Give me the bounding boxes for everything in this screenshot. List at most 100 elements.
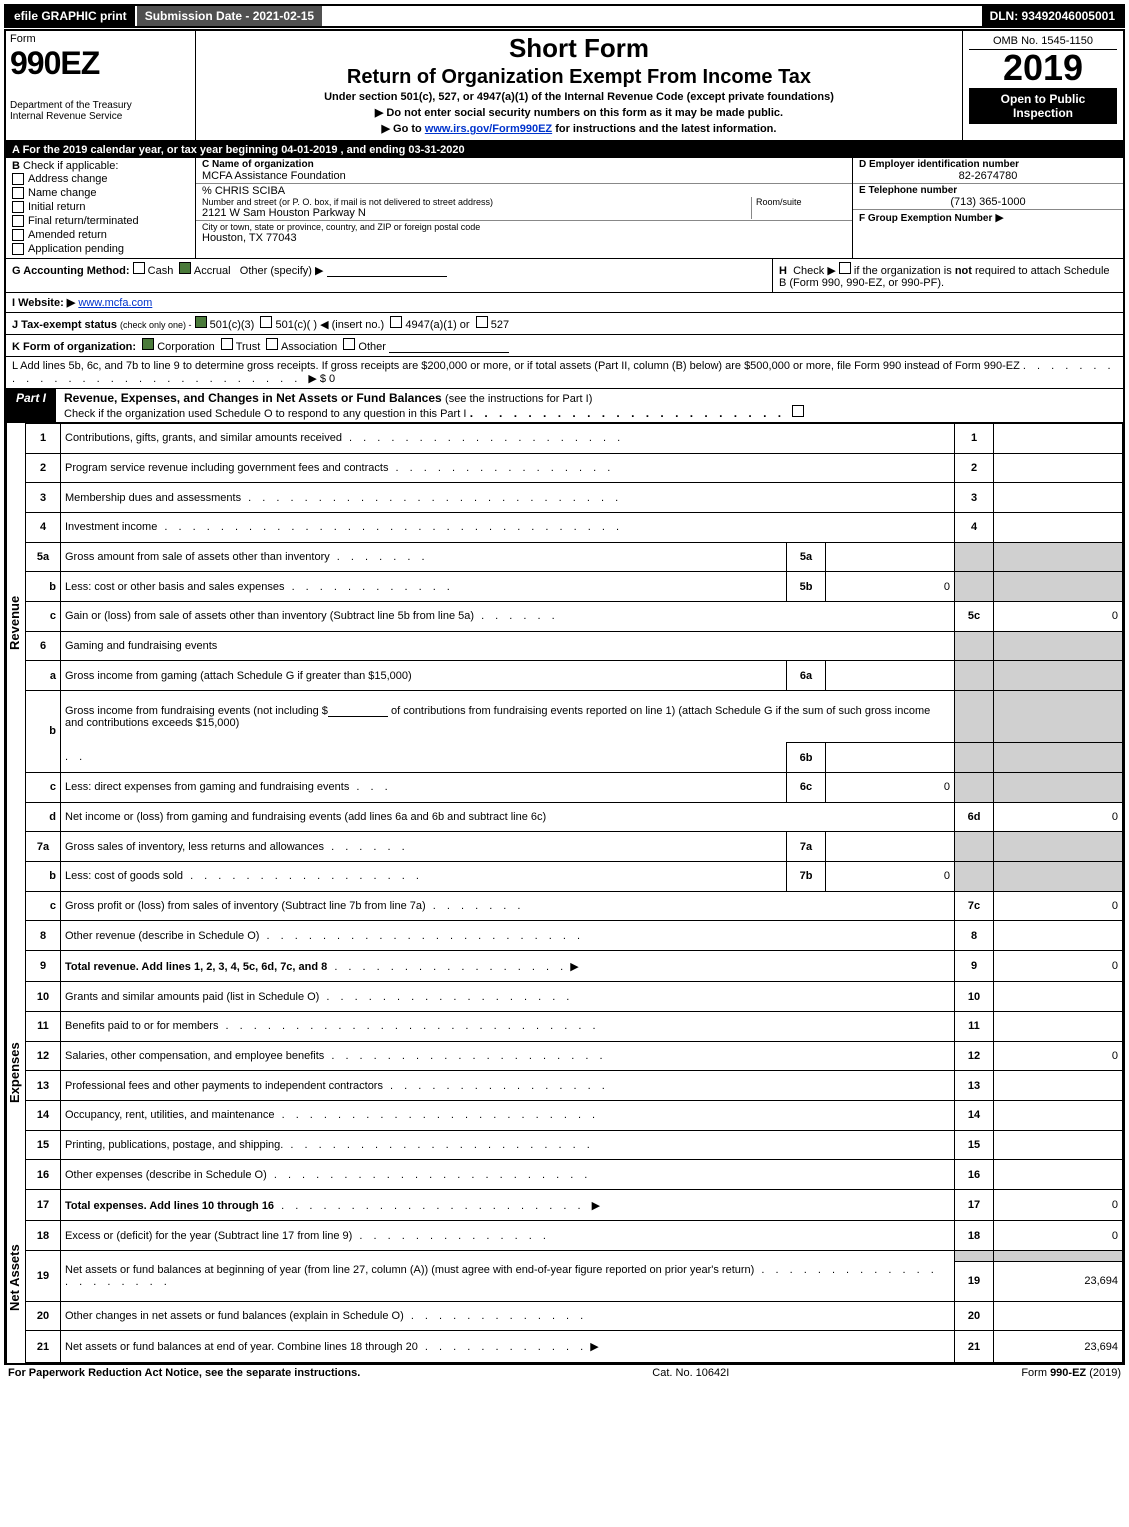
g-label: G Accounting Method: (12, 265, 130, 277)
line-num: 13 (26, 1071, 61, 1101)
line-amount: 0 (994, 1221, 1123, 1251)
no-ssn-line: Do not enter social security numbers on … (202, 106, 956, 119)
line-num: 9 (26, 950, 61, 981)
under-section: Under section 501(c), 527, or 4947(a)(1)… (202, 91, 956, 103)
line-desc: Benefits paid to or for members . . . . … (61, 1011, 955, 1041)
g-other: Other (specify) ▶ (240, 265, 324, 277)
l-amount: ▶ $ 0 (308, 373, 335, 385)
part-1-check-row: Check if the organization used Schedule … (64, 408, 466, 420)
line-box: 5c (955, 601, 994, 631)
line-box: 16 (955, 1160, 994, 1190)
check-name-change[interactable]: Name change (12, 186, 189, 200)
checkbox-checked-icon[interactable] (195, 316, 207, 328)
j-501c: 501(c)( ) ◀ (insert no.) (275, 319, 384, 331)
line-box: 6a (787, 661, 826, 691)
table-row: 17Total expenses. Add lines 10 through 1… (26, 1189, 1123, 1220)
line-box: 7b (787, 861, 826, 891)
tel-label: E Telephone number (859, 185, 1117, 196)
return-of-title: Return of Organization Exempt From Incom… (202, 66, 956, 89)
form-number: 990EZ (10, 45, 191, 82)
part-1-title: Revenue, Expenses, and Changes in Net As… (56, 389, 1123, 422)
line-desc: Less: cost or other basis and sales expe… (61, 572, 787, 602)
checkbox-checked-icon[interactable] (179, 262, 191, 274)
line-num: 7a (26, 832, 61, 862)
shaded-cell (994, 861, 1123, 891)
top-bar: efile GRAPHIC print Submission Date - 20… (4, 4, 1125, 28)
line-desc: Other revenue (describe in Schedule O) .… (61, 921, 955, 951)
line-box: 21 (955, 1331, 994, 1363)
line-num: 1 (26, 424, 61, 454)
table-row: cGain or (loss) from sale of assets othe… (26, 601, 1123, 631)
line-amount (826, 542, 955, 572)
shaded-cell (955, 542, 994, 572)
g-cash: Cash (148, 265, 174, 277)
line-num: 20 (26, 1301, 61, 1331)
line-desc: Net assets or fund balances at beginning… (61, 1250, 955, 1301)
row-a-tax-year: A For the 2019 calendar year, or tax yea… (6, 142, 1123, 158)
checkbox-icon[interactable] (839, 262, 851, 274)
line-amount (994, 921, 1123, 951)
tel-value: (713) 365-1000 (859, 196, 1117, 208)
check-label: Name change (28, 187, 97, 199)
g-other-field[interactable] (327, 264, 447, 277)
line-box: 2 (955, 453, 994, 483)
bottom-line: For Paperwork Reduction Act Notice, see … (4, 1365, 1125, 1381)
table-row: 3Membership dues and assessments . . . .… (26, 483, 1123, 513)
checkbox-icon[interactable] (476, 316, 488, 328)
line-box: 7c (955, 891, 994, 921)
open-to-public: Open to Public Inspection (969, 88, 1117, 124)
form-ref: Form 990-EZ (2019) (1021, 1367, 1121, 1379)
room-label: Room/suite (756, 197, 846, 207)
no-ssn-text: Do not enter social security numbers on … (386, 107, 783, 119)
line-amount: 0 (994, 802, 1123, 832)
line-amount: 0 (826, 572, 955, 602)
table-row: 11Benefits paid to or for members . . . … (26, 1011, 1123, 1041)
check-amended-return[interactable]: Amended return (12, 228, 189, 242)
line-desc: Total expenses. Add lines 10 through 16 … (61, 1189, 955, 1220)
efile-print-button[interactable]: efile GRAPHIC print (6, 6, 137, 26)
check-initial-return[interactable]: Initial return (12, 200, 189, 214)
line-num: c (26, 772, 61, 802)
form-header: Form 990EZ Department of the Treasury In… (6, 31, 1123, 142)
city-state-zip: Houston, TX 77043 (202, 232, 846, 244)
k-other-field[interactable] (389, 340, 509, 353)
ein-label: D Employer identification number (859, 159, 1117, 170)
expenses-side-label: Expenses (6, 983, 25, 1223)
line-desc: . . (61, 743, 787, 773)
checkbox-icon[interactable] (133, 262, 145, 274)
website-link[interactable]: www.mcfa.com (78, 297, 152, 309)
check-address-change[interactable]: Address change (12, 172, 189, 186)
checkbox-checked-icon[interactable] (142, 338, 154, 350)
shaded-cell (994, 661, 1123, 691)
goto-link[interactable]: www.irs.gov/Form990EZ (425, 123, 552, 135)
goto-post: for instructions and the latest informat… (552, 123, 776, 135)
checkbox-icon[interactable] (266, 338, 278, 350)
line-num: 5a (26, 542, 61, 572)
checkbox-icon[interactable] (221, 338, 233, 350)
shaded-cell (955, 832, 994, 862)
checkbox-icon[interactable] (792, 405, 804, 417)
col-b: B Check if applicable: Address change Na… (6, 158, 196, 258)
shaded-cell (994, 572, 1123, 602)
line-desc: Printing, publications, postage, and shi… (61, 1130, 955, 1160)
check-final-return[interactable]: Final return/terminated (12, 214, 189, 228)
line-num: 17 (26, 1189, 61, 1220)
form-word: Form (10, 33, 191, 45)
line-desc: Other expenses (describe in Schedule O) … (61, 1160, 955, 1190)
line-desc: Gross income from gaming (attach Schedul… (61, 661, 787, 691)
table-row: 19Net assets or fund balances at beginni… (26, 1250, 1123, 1261)
line-amount (994, 512, 1123, 542)
checkbox-icon[interactable] (343, 338, 355, 350)
check-application-pending[interactable]: Application pending (12, 242, 189, 256)
contrib-field[interactable] (328, 704, 388, 717)
table-row: dNet income or (loss) from gaming and fu… (26, 802, 1123, 832)
form-container: Form 990EZ Department of the Treasury In… (4, 29, 1125, 1365)
checkbox-icon[interactable] (390, 316, 402, 328)
checkbox-icon[interactable] (260, 316, 272, 328)
line-desc: Gross income from fundraising events (no… (61, 690, 955, 742)
line-amount: 0 (994, 1041, 1123, 1071)
line-num: 4 (26, 512, 61, 542)
line-desc: Salaries, other compensation, and employ… (61, 1041, 955, 1071)
j-note: (check only one) - (120, 320, 192, 330)
line-box: 7a (787, 832, 826, 862)
